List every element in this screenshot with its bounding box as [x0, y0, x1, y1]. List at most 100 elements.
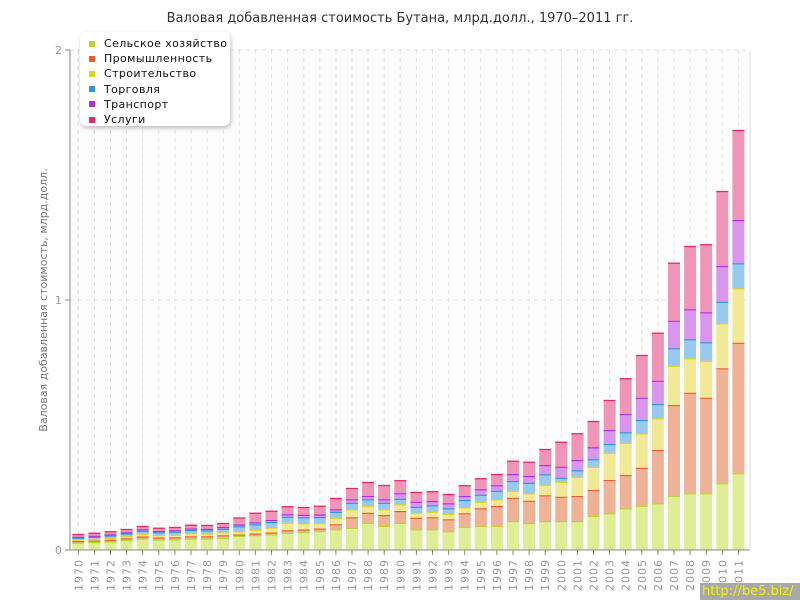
bar-segment: [732, 473, 745, 550]
x-tick-label: 1998: [523, 559, 536, 591]
bar-segment: [700, 312, 713, 343]
bar-segment: [700, 493, 713, 550]
bar-segment: [394, 493, 407, 499]
bar-segment: [217, 528, 230, 533]
bar-segment: [185, 538, 197, 550]
bar-segment: [732, 220, 745, 264]
x-tick-label: 1982: [266, 559, 279, 591]
bar-segment: [716, 191, 729, 266]
bar-segment: [732, 342, 745, 474]
bar-segment: [603, 452, 616, 480]
bar-segment: [474, 501, 487, 509]
bar-segment: [265, 522, 278, 528]
bar-segment: [555, 466, 568, 478]
bar-segment: [217, 532, 230, 536]
legend-item[interactable]: Услуги: [80, 112, 230, 127]
bar-segment: [249, 529, 262, 534]
legend-swatch: [89, 86, 95, 93]
bar-segment: [684, 309, 697, 340]
bar-segment: [426, 517, 439, 530]
bar-segment: [185, 533, 197, 537]
bar-segment: [281, 530, 294, 533]
bar-segment: [313, 517, 326, 523]
bar-segment: [684, 358, 697, 393]
x-tick-label: 1975: [153, 559, 166, 591]
x-tick-label: 1979: [217, 559, 230, 591]
bar-segment: [168, 527, 181, 531]
bar-segment: [603, 400, 616, 430]
bar-segment: [458, 507, 471, 514]
x-tick-label: 2005: [636, 559, 649, 591]
bar-segment: [458, 485, 471, 496]
bar-segment: [378, 502, 391, 510]
bar-segment: [507, 460, 519, 474]
bar-segment: [378, 515, 391, 526]
x-tick-label: 2000: [555, 559, 568, 591]
bar-segment: [329, 529, 342, 550]
bar-segment: [684, 493, 697, 550]
bar-segment: [635, 433, 648, 468]
bar-segment: [394, 504, 407, 511]
bar-segment: [378, 485, 391, 500]
x-tick-label: 1976: [169, 559, 182, 591]
bar-segment: [458, 500, 471, 508]
legend-item[interactable]: Торговля: [80, 82, 230, 97]
bar-segment: [362, 482, 375, 496]
legend-item[interactable]: Сельское хозяйство: [80, 36, 230, 51]
bar-segment: [571, 460, 584, 471]
bar-segment: [313, 514, 326, 517]
bar-segment: [426, 505, 439, 512]
bar-segment: [136, 530, 149, 534]
bar-segment: [716, 368, 729, 484]
legend-label: Торговля: [104, 82, 161, 96]
bar-segment: [619, 378, 632, 414]
bar-segment: [297, 514, 310, 518]
bar-segment: [539, 474, 552, 485]
bar-segment: [265, 510, 278, 520]
bar-segment: [490, 474, 503, 486]
bar-segment: [136, 533, 149, 537]
bar-segment: [684, 392, 697, 494]
x-tick-label: 1984: [298, 559, 311, 591]
legend-item[interactable]: Строительство: [80, 66, 230, 81]
bar-segment: [523, 476, 536, 483]
bar-segment: [233, 526, 246, 532]
x-tick-label: 2008: [684, 559, 697, 591]
bar-segment: [329, 518, 342, 525]
bar-segment: [410, 492, 423, 502]
legend-item[interactable]: Транспорт: [80, 97, 230, 112]
bar-segment: [426, 501, 439, 506]
legend-swatch: [89, 40, 95, 47]
legend-label: Транспорт: [104, 97, 169, 111]
bar-segment: [346, 499, 358, 503]
bar-segment: [442, 514, 455, 520]
legend-item[interactable]: Промышленность: [80, 51, 230, 66]
bar-segment: [394, 511, 407, 523]
x-tick-label: 1981: [249, 559, 262, 591]
bar-segment: [732, 288, 745, 343]
legend-swatch: [89, 116, 95, 123]
bar-segment: [651, 450, 664, 504]
bar-segment: [88, 532, 101, 536]
bar-segment: [523, 500, 536, 523]
x-tick-label: 1983: [282, 559, 295, 591]
bar-segment: [732, 130, 745, 220]
bar-segment: [442, 531, 455, 550]
bar-segment: [410, 529, 423, 550]
bar-segment: [587, 421, 600, 448]
bar-segment: [668, 495, 680, 550]
bar-segment: [619, 475, 632, 509]
bar-segment: [555, 477, 568, 482]
bar-segment: [329, 498, 342, 510]
bar-segment: [362, 506, 375, 513]
bar-segment: [635, 420, 648, 434]
x-tick-label: 1992: [427, 559, 440, 591]
x-tick-label: 2007: [668, 559, 681, 591]
bar-segment: [716, 323, 729, 369]
x-tick-label: 1991: [410, 559, 423, 591]
bar-segment: [490, 485, 503, 491]
bar-segment: [668, 348, 680, 366]
bar-segment: [651, 418, 664, 450]
bar-segment: [732, 263, 745, 289]
